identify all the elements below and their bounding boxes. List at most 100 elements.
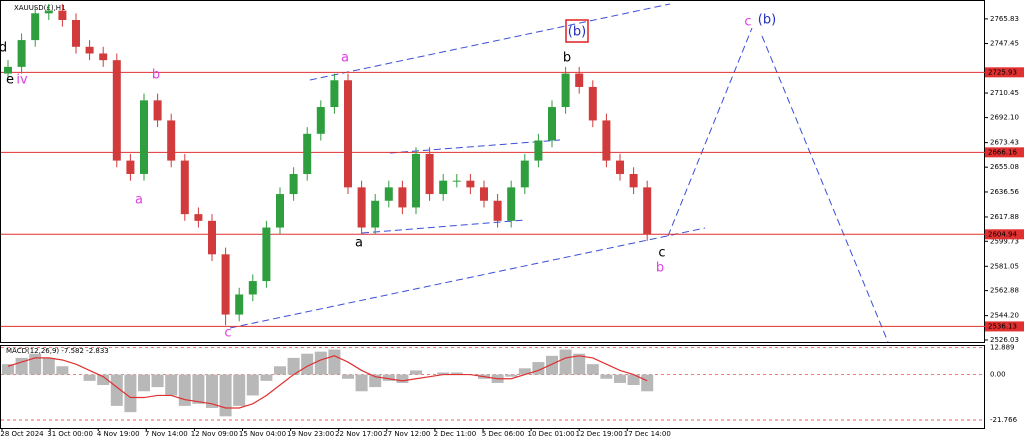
candle-body xyxy=(140,100,148,174)
wave-label: b xyxy=(656,261,664,276)
x-tick-label: 4 Nov 19:00 xyxy=(97,430,140,438)
level-label: 2666.16 xyxy=(988,148,1017,156)
macd-bar xyxy=(614,374,626,383)
projection xyxy=(761,35,889,343)
candle-body xyxy=(221,254,230,315)
macd-bar xyxy=(138,374,150,392)
macd-tick-label: 0.00 xyxy=(990,371,1006,379)
macd-tick-label: 12.889 xyxy=(990,344,1015,352)
macd-bar xyxy=(110,374,123,406)
wave-label: b xyxy=(152,68,160,83)
candle-body xyxy=(316,107,325,134)
x-tick-label: 31 Oct 00:00 xyxy=(47,430,93,438)
x-tick-label: 28 Oct 2024 xyxy=(0,430,44,438)
macd-bar xyxy=(559,349,572,375)
macd-bar xyxy=(219,374,232,417)
wave-label: e xyxy=(6,73,14,88)
trend-lines xyxy=(229,3,889,343)
candle-body xyxy=(167,120,176,161)
y-tick-label: 2599.73 xyxy=(990,237,1019,245)
wave-label: a xyxy=(355,236,363,251)
wave-label: d xyxy=(0,41,7,56)
macd-tick-label: -21.766 xyxy=(990,416,1018,424)
wave-box xyxy=(565,19,589,43)
y-tick-label: 2581.05 xyxy=(990,262,1019,270)
wave-label: (b) xyxy=(568,25,586,40)
candle-body xyxy=(480,187,488,201)
level-tag xyxy=(985,229,1024,240)
candle-body xyxy=(303,133,312,174)
y-tick-label: 2692.10 xyxy=(990,114,1019,122)
candle-body xyxy=(507,187,516,221)
candle-body xyxy=(344,80,352,188)
x-tick-label: 5 Dec 06:00 xyxy=(482,430,525,438)
macd-bar xyxy=(151,374,164,388)
candle-body xyxy=(616,160,624,174)
candle-body xyxy=(276,194,284,228)
candle-body xyxy=(248,281,257,295)
candle-body xyxy=(58,10,67,21)
macd-bar xyxy=(2,364,14,375)
candle-body xyxy=(398,187,407,208)
candle-body xyxy=(452,180,461,182)
candle-body xyxy=(561,73,570,108)
macd-bar xyxy=(83,374,96,381)
wave-label: c xyxy=(658,246,665,261)
macd-bar xyxy=(600,374,613,379)
x-tick-label: 27 Nov 12:00 xyxy=(383,430,430,438)
macd-bar xyxy=(627,374,640,386)
y-tick-label: 2562.88 xyxy=(990,287,1019,295)
y-tick-label: 2673.43 xyxy=(990,139,1019,147)
candle-body xyxy=(153,100,162,121)
candle-body xyxy=(31,13,40,41)
macd-bar xyxy=(518,368,531,375)
macd-bar xyxy=(410,370,422,375)
macd-bar xyxy=(314,351,327,375)
y-tick-label: 2765.83 xyxy=(990,15,1019,23)
candle-body xyxy=(357,187,366,228)
trend-line xyxy=(229,227,706,329)
macd-bar xyxy=(97,374,110,386)
trend-line xyxy=(389,139,561,154)
wave-label: b xyxy=(563,51,571,66)
candle-body xyxy=(371,200,380,228)
candle-body xyxy=(493,200,502,221)
x-tick-label: 10 Dec 01:00 xyxy=(528,430,575,438)
candle-body xyxy=(235,294,244,315)
level-label: 2536.13 xyxy=(988,322,1017,330)
y-tick-label: 2544.20 xyxy=(990,312,1019,320)
candle-body xyxy=(99,53,108,61)
x-tick-label: 12 Dec 19:00 xyxy=(576,430,623,438)
y-tick-label: 2747.45 xyxy=(990,40,1019,48)
wave-label: c xyxy=(744,15,751,30)
candle-body xyxy=(180,160,189,215)
candle-body xyxy=(629,173,638,188)
candle-body xyxy=(262,227,271,282)
level-label: 2604.94 xyxy=(988,230,1017,238)
macd-bar xyxy=(192,374,205,404)
signal-line xyxy=(7,355,648,409)
candle-body xyxy=(384,187,393,201)
candle-body xyxy=(412,153,420,208)
candle-body xyxy=(520,160,529,188)
y-tick-label: 2655.08 xyxy=(990,163,1019,171)
wave-label: a xyxy=(341,51,349,66)
macd-bar xyxy=(15,357,28,375)
candle-body xyxy=(289,173,298,195)
y-tick-label: 2526.03 xyxy=(990,336,1019,344)
candle-body xyxy=(548,107,556,141)
candle-body xyxy=(330,80,339,108)
candle-body xyxy=(85,46,94,54)
wave-label: iv xyxy=(16,73,28,88)
x-tick-label: 17 Dec 14:00 xyxy=(624,430,671,438)
candle-body xyxy=(602,120,611,161)
x-tick-label: 7 Nov 14:00 xyxy=(145,430,188,438)
candle-body xyxy=(4,66,12,74)
macd-bar xyxy=(29,353,42,375)
y-tick-label: 2617.88 xyxy=(990,213,1019,221)
macd-bar xyxy=(287,357,300,375)
x-tick-label: 22 Nov 17:00 xyxy=(335,430,382,438)
wave-label: (b) xyxy=(758,13,776,28)
main-panel xyxy=(0,0,985,343)
